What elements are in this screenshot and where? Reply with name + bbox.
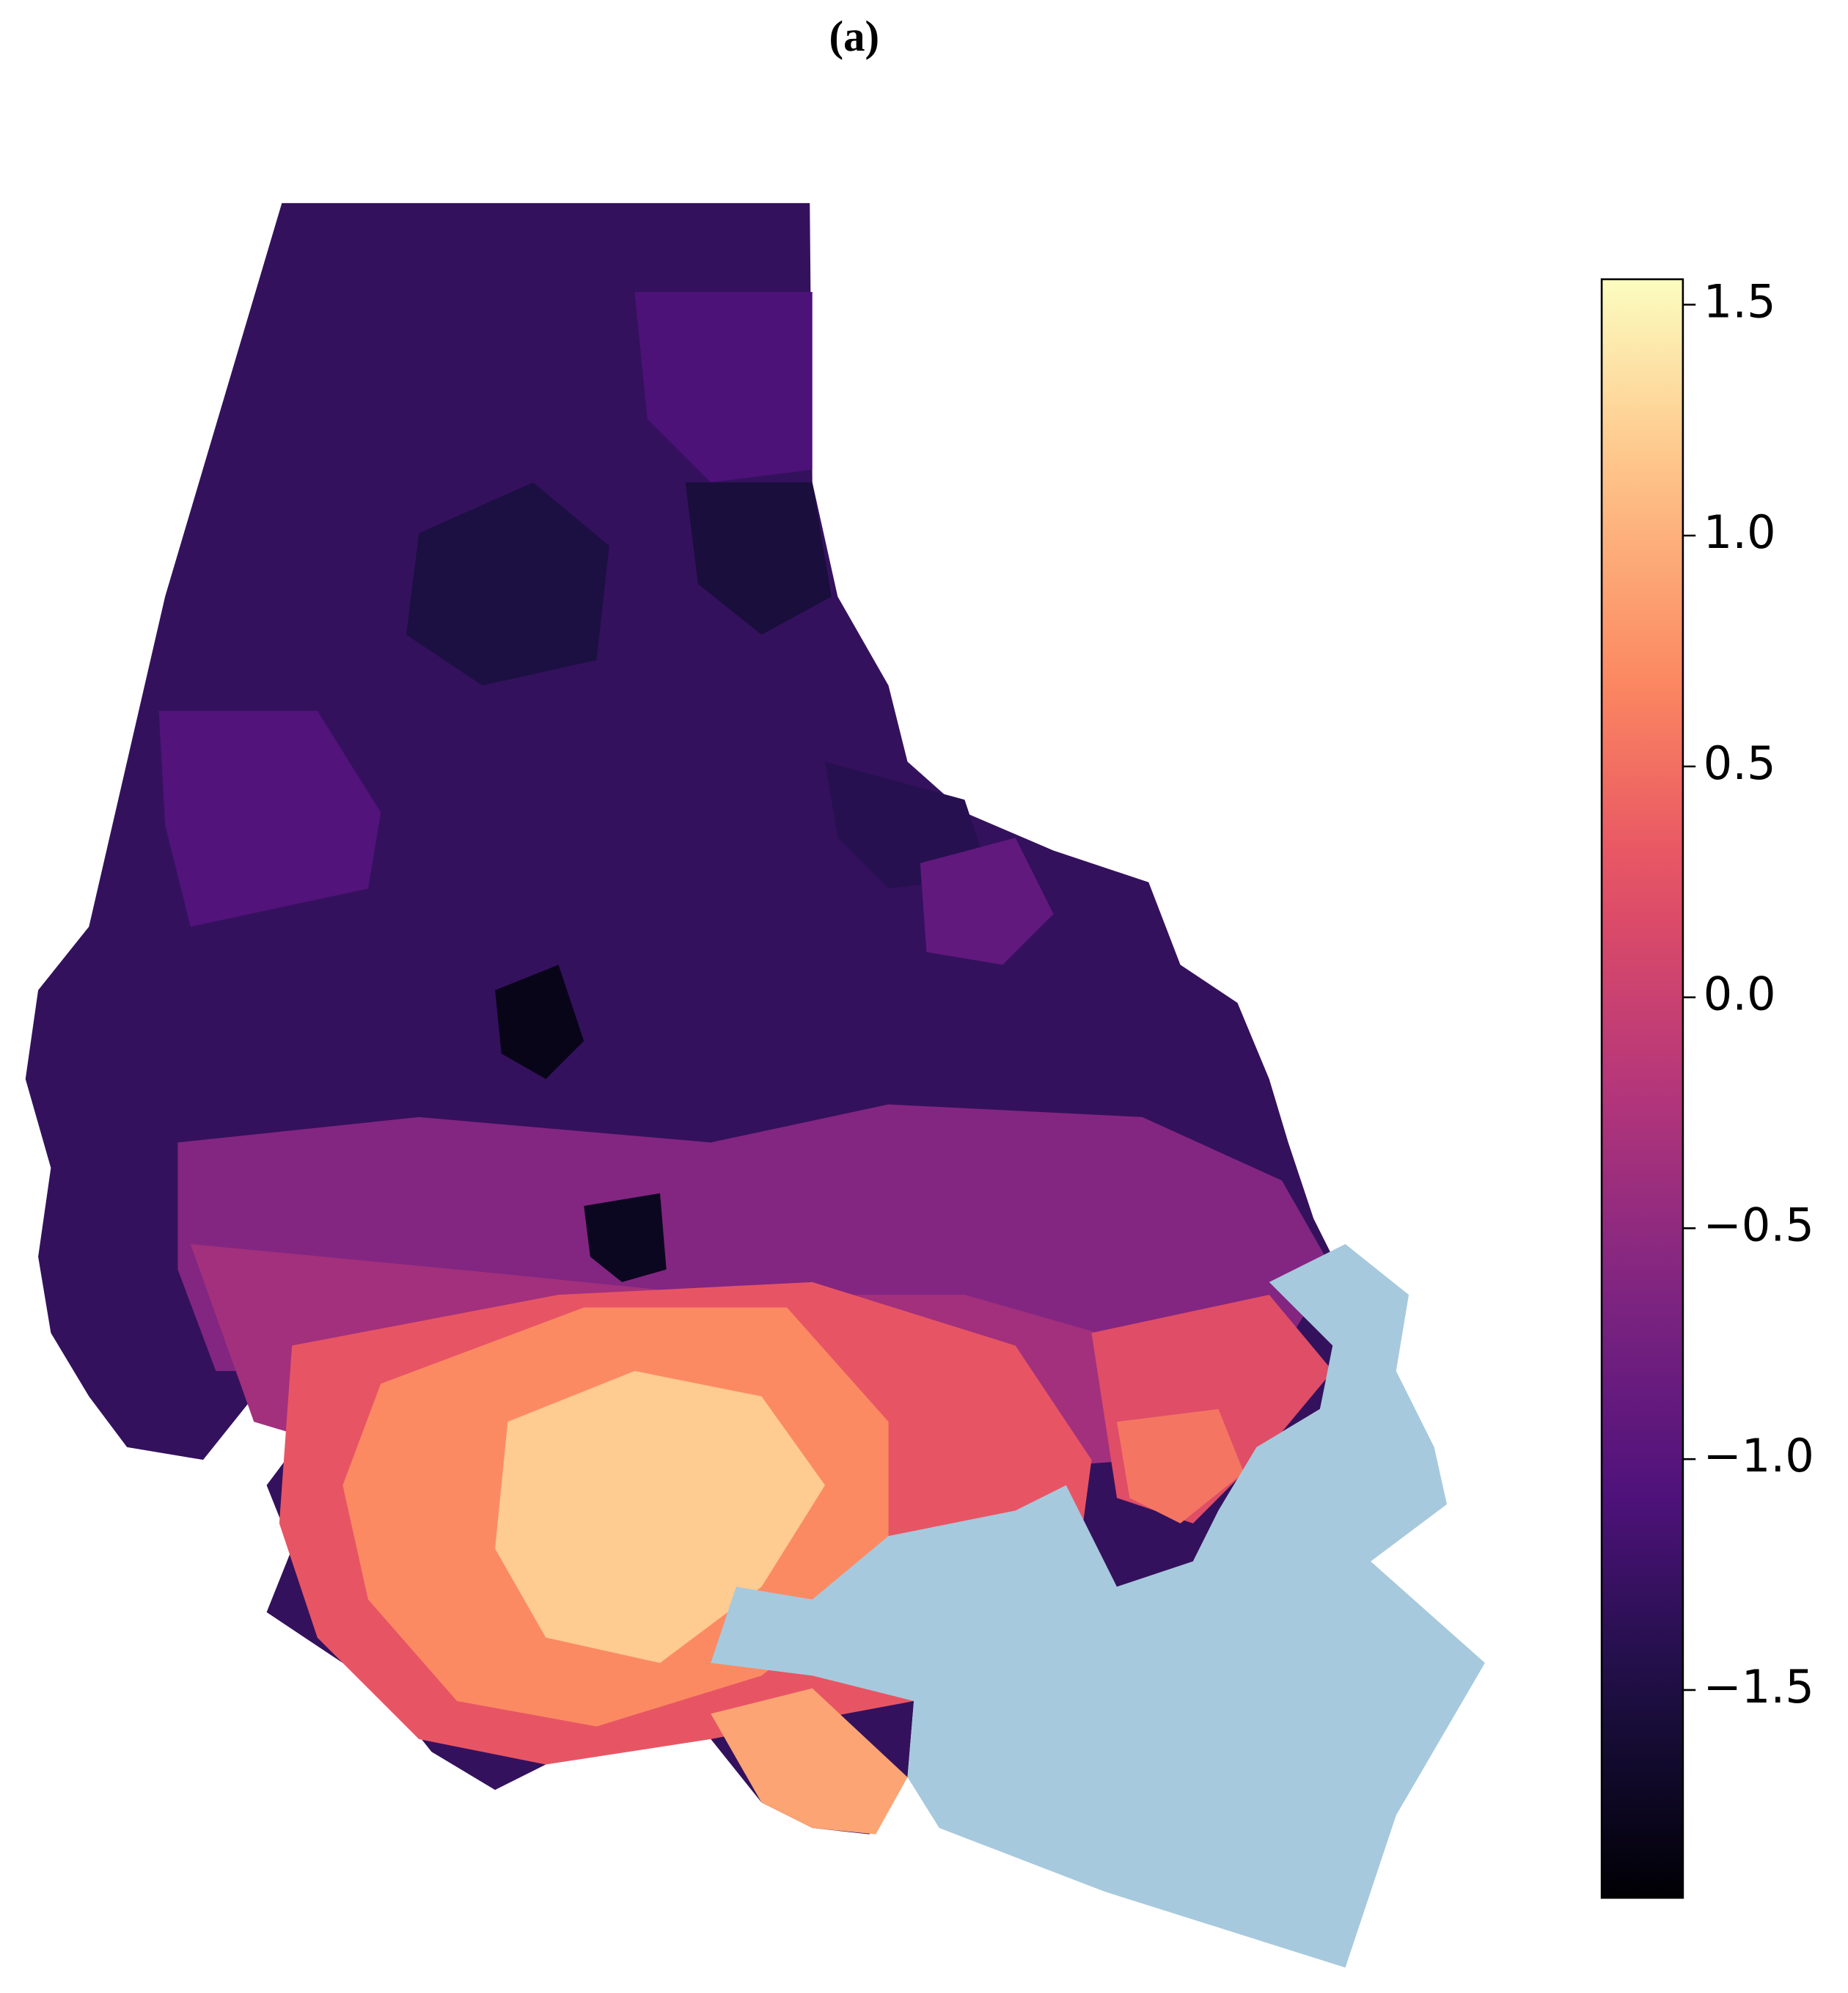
colorbar-tick-label: −0.5 (1704, 1198, 1814, 1251)
region (711, 1688, 908, 1835)
region (1117, 1408, 1244, 1524)
region (495, 965, 584, 1079)
colorbar-tick-label: 0.0 (1704, 968, 1776, 1021)
colorbar: 1.5 1.0 0.5 0.0 −0.5 −1.0 −1.5 (1600, 274, 1814, 1899)
colorbar-tick-label: −1.0 (1704, 1429, 1814, 1482)
colorbar-tick-label: 1.0 (1704, 505, 1776, 559)
water (711, 1243, 1485, 1968)
region (158, 711, 381, 927)
colorbar-tick-label: 1.5 (1704, 274, 1776, 328)
region (685, 482, 832, 635)
region (406, 482, 609, 686)
colorbar-fill (1600, 278, 1684, 1899)
region (584, 1193, 667, 1282)
region (634, 292, 813, 483)
colorbar-tick-label: −1.5 (1704, 1660, 1814, 1714)
figure-title: (a) (829, 12, 880, 60)
region (920, 838, 1054, 965)
colorbar-tick-label: 0.5 (1704, 736, 1776, 790)
